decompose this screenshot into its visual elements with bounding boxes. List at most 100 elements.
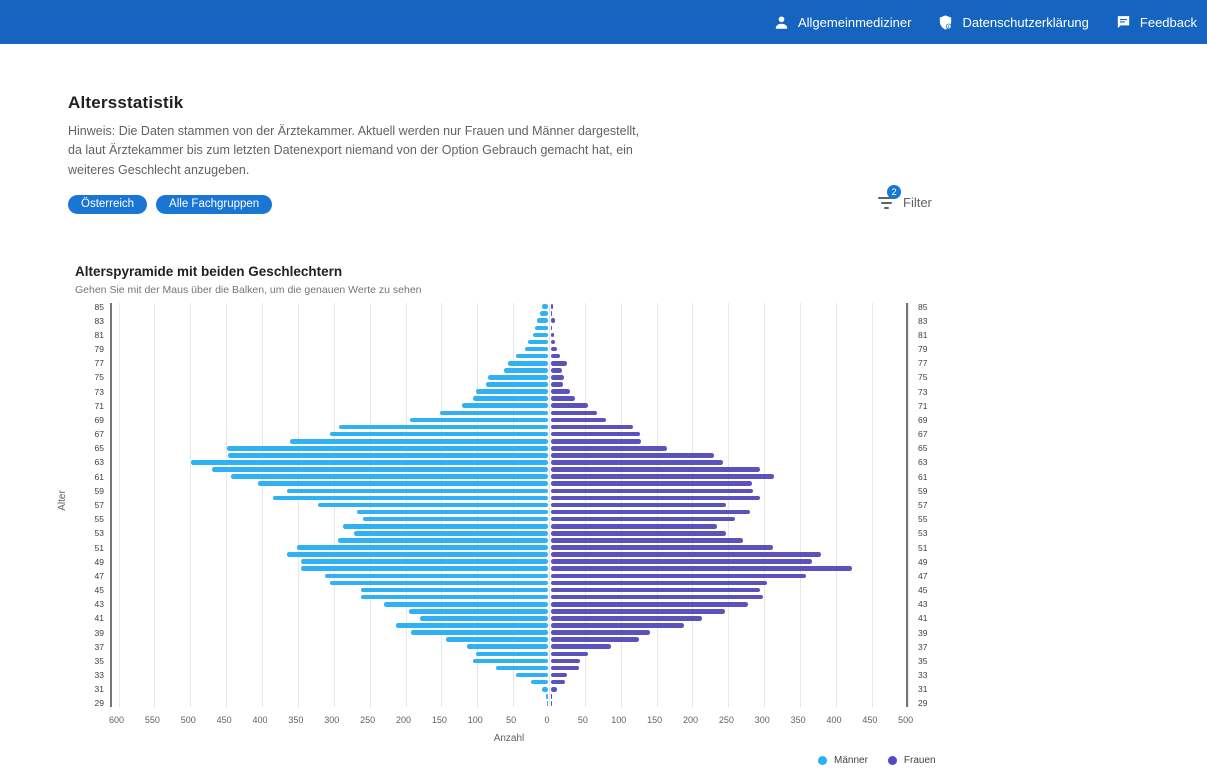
bar-men-age-44[interactable] bbox=[361, 594, 548, 600]
bar-women-age-52[interactable] bbox=[551, 538, 743, 543]
bar-men-age-43[interactable] bbox=[384, 601, 548, 607]
bar-women-age-55[interactable] bbox=[551, 516, 736, 522]
bar-women-age-78[interactable] bbox=[551, 353, 561, 359]
bar-men-age-84[interactable] bbox=[540, 311, 548, 316]
bar-women-age-40[interactable] bbox=[551, 623, 685, 628]
bar-men-age-45[interactable] bbox=[361, 587, 548, 593]
bar-men-age-56[interactable] bbox=[357, 509, 548, 515]
chip-alle-fachgruppen[interactable]: Alle Fachgruppen bbox=[156, 195, 273, 214]
bar-men-age-83[interactable] bbox=[537, 318, 548, 323]
bar-women-age-34[interactable] bbox=[551, 665, 579, 671]
bar-women-age-57[interactable] bbox=[551, 502, 727, 508]
bar-men-age-70[interactable] bbox=[439, 410, 548, 416]
bar-men-age-81[interactable] bbox=[532, 332, 548, 338]
bar-women-age-64[interactable] bbox=[551, 453, 714, 458]
bar-men-age-39[interactable] bbox=[410, 630, 548, 635]
bar-men-age-46[interactable] bbox=[329, 580, 548, 586]
bar-men-age-57[interactable] bbox=[318, 502, 548, 508]
bar-men-age-47[interactable] bbox=[324, 573, 548, 579]
bar-men-age-66[interactable] bbox=[290, 438, 548, 444]
bar-women-age-84[interactable] bbox=[551, 311, 552, 316]
bar-women-age-32[interactable] bbox=[551, 679, 566, 685]
bar-men-age-38[interactable] bbox=[446, 637, 548, 642]
bar-women-age-72[interactable] bbox=[551, 396, 575, 401]
bar-women-age-80[interactable] bbox=[551, 339, 556, 345]
bar-women-age-81[interactable] bbox=[551, 332, 554, 338]
bar-men-age-73[interactable] bbox=[476, 389, 548, 394]
bar-men-age-79[interactable] bbox=[525, 346, 548, 352]
nav-feedback[interactable]: Feedback bbox=[1115, 14, 1197, 31]
bar-men-age-61[interactable] bbox=[230, 474, 548, 479]
bar-women-age-51[interactable] bbox=[551, 545, 774, 550]
bar-men-age-48[interactable] bbox=[301, 566, 548, 572]
bar-men-age-42[interactable] bbox=[408, 609, 548, 614]
bar-men-age-77[interactable] bbox=[507, 360, 548, 366]
bar-men-age-76[interactable] bbox=[503, 368, 548, 373]
bar-women-age-53[interactable] bbox=[551, 531, 727, 536]
bar-women-age-85[interactable] bbox=[551, 304, 554, 309]
bar-men-age-32[interactable] bbox=[531, 679, 548, 685]
bar-women-age-76[interactable] bbox=[551, 368, 562, 373]
bar-men-age-36[interactable] bbox=[476, 651, 548, 657]
bar-men-age-49[interactable] bbox=[301, 559, 548, 564]
bar-women-age-62[interactable] bbox=[551, 467, 760, 472]
bar-women-age-59[interactable] bbox=[551, 488, 754, 494]
bar-men-age-33[interactable] bbox=[516, 672, 548, 678]
nav-datenschutzerklaerung[interactable]: Datenschutzerklärung bbox=[937, 14, 1089, 31]
bar-women-age-56[interactable] bbox=[551, 509, 751, 515]
bar-men-age-59[interactable] bbox=[286, 488, 548, 494]
bar-men-age-35[interactable] bbox=[473, 658, 548, 664]
bar-women-age-29[interactable] bbox=[551, 701, 552, 706]
bar-men-age-40[interactable] bbox=[395, 623, 548, 628]
bar-women-age-41[interactable] bbox=[551, 616, 703, 621]
bar-men-age-31[interactable] bbox=[542, 686, 548, 692]
bar-women-age-48[interactable] bbox=[551, 566, 853, 572]
bar-men-age-53[interactable] bbox=[353, 531, 548, 536]
bar-men-age-82[interactable] bbox=[535, 325, 548, 331]
bar-men-age-30[interactable] bbox=[545, 694, 548, 699]
bar-men-age-75[interactable] bbox=[487, 375, 548, 380]
bar-women-age-39[interactable] bbox=[551, 630, 650, 635]
bar-men-age-29[interactable] bbox=[547, 701, 548, 706]
bar-men-age-74[interactable] bbox=[486, 382, 548, 387]
bar-women-age-50[interactable] bbox=[551, 552, 821, 557]
legend-item-maenner[interactable]: Männer bbox=[818, 755, 868, 766]
bar-women-age-63[interactable] bbox=[551, 460, 724, 465]
bar-women-age-61[interactable] bbox=[551, 474, 775, 479]
bar-men-age-67[interactable] bbox=[329, 431, 548, 437]
bar-women-age-69[interactable] bbox=[551, 417, 606, 423]
bar-men-age-34[interactable] bbox=[495, 665, 548, 671]
bar-men-age-63[interactable] bbox=[190, 460, 548, 465]
bar-women-age-77[interactable] bbox=[551, 360, 567, 366]
bar-women-age-43[interactable] bbox=[551, 601, 749, 607]
bar-men-age-51[interactable] bbox=[296, 545, 548, 550]
bar-men-age-62[interactable] bbox=[212, 467, 548, 472]
bar-women-age-60[interactable] bbox=[551, 481, 752, 487]
bar-men-age-72[interactable] bbox=[472, 396, 548, 401]
bar-women-age-79[interactable] bbox=[551, 346, 557, 352]
bar-women-age-74[interactable] bbox=[551, 382, 564, 387]
bar-women-age-31[interactable] bbox=[551, 686, 557, 692]
bar-women-age-36[interactable] bbox=[551, 651, 589, 657]
legend-item-frauen[interactable]: Frauen bbox=[887, 755, 936, 766]
bar-women-age-49[interactable] bbox=[551, 559, 813, 564]
bar-men-age-60[interactable] bbox=[258, 481, 548, 487]
nav-allgemeinmediziner[interactable]: Allgemeinmediziner bbox=[773, 14, 911, 31]
bar-men-age-78[interactable] bbox=[515, 353, 548, 359]
bar-men-age-65[interactable] bbox=[226, 445, 548, 451]
bar-men-age-80[interactable] bbox=[527, 339, 548, 345]
bar-women-age-35[interactable] bbox=[551, 658, 581, 664]
bar-men-age-69[interactable] bbox=[409, 417, 548, 423]
bar-women-age-33[interactable] bbox=[551, 672, 567, 678]
bar-women-age-42[interactable] bbox=[551, 609, 725, 614]
bar-women-age-83[interactable] bbox=[551, 318, 555, 323]
bar-women-age-70[interactable] bbox=[551, 410, 597, 416]
bar-women-age-47[interactable] bbox=[551, 573, 806, 579]
bar-men-age-55[interactable] bbox=[362, 516, 548, 522]
bar-women-age-58[interactable] bbox=[551, 495, 760, 501]
bar-women-age-82[interactable] bbox=[551, 325, 553, 331]
bar-women-age-68[interactable] bbox=[551, 424, 633, 430]
bar-men-age-85[interactable] bbox=[541, 304, 548, 309]
bar-women-age-46[interactable] bbox=[551, 580, 767, 586]
bar-men-age-68[interactable] bbox=[339, 424, 548, 430]
